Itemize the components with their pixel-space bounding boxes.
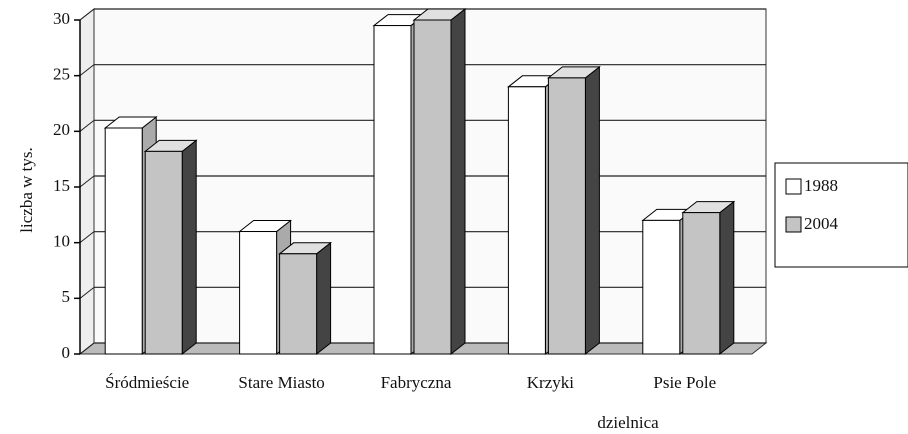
x-tick-label: Krzyki [527, 373, 574, 392]
bar-side [450, 7, 466, 356]
x-axis-label: dzielnica [597, 413, 659, 432]
bar [279, 253, 318, 355]
grid-line [79, 175, 95, 188]
bar-side [181, 139, 197, 356]
bar [413, 19, 452, 355]
grid-line [79, 64, 95, 77]
grid-line [79, 231, 95, 244]
legend-label: 2004 [804, 214, 839, 233]
legend-swatch [785, 178, 802, 195]
y-tick-label: 30 [53, 9, 70, 28]
bar-side [316, 241, 332, 356]
bar [144, 150, 183, 355]
bar [104, 127, 143, 355]
bar [547, 77, 586, 355]
bar [642, 219, 681, 355]
bar [682, 212, 721, 355]
bar [373, 25, 412, 355]
y-tick-label: 15 [53, 176, 70, 195]
legend-swatch [785, 216, 802, 233]
x-tick-label: Śródmieście [105, 373, 189, 392]
bar-side [719, 200, 735, 356]
grid-line [79, 119, 95, 132]
y-tick-label: 5 [62, 287, 71, 306]
bar [239, 231, 278, 355]
y-tick-label: 10 [53, 232, 70, 251]
grid-line [79, 8, 95, 21]
x-tick-label: Fabryczna [381, 373, 452, 392]
y-tick-label: 25 [53, 65, 70, 84]
x-tick-label: Stare Miasto [238, 373, 324, 392]
y-axis-label: liczba w tys. [17, 147, 36, 232]
bar [507, 86, 546, 355]
legend-label: 1988 [804, 176, 838, 195]
grid-line [79, 342, 95, 355]
x-tick-label: Psie Pole [653, 373, 716, 392]
y-tick-label: 20 [53, 120, 70, 139]
grid-line [79, 286, 95, 299]
y-tick-label: 0 [62, 343, 71, 362]
bar-side [584, 65, 600, 356]
